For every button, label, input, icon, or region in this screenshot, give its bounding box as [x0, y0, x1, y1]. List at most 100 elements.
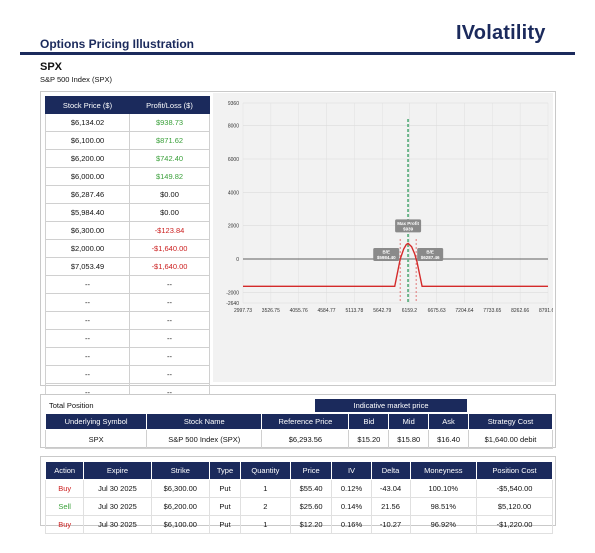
position-cell: S&P 500 Index (SPX): [146, 429, 263, 449]
chart-annotation-box: [395, 219, 422, 233]
chart-annotation-box: [373, 248, 400, 261]
table-row: Buy Jul 30 2025 $6,100.00 Put 1 $12.20 0.16% -1…: [44, 515, 553, 534]
x-tick-label: 4584.77: [318, 308, 336, 314]
table-row: $6,000.00 $149.82: [45, 167, 210, 186]
position-table: Underlying Symbol Stock Name Reference Pri…: [44, 413, 554, 449]
pl-price-cell: $5,984.40: [45, 203, 130, 222]
legs-header-cell: Action: [44, 461, 85, 480]
pl-value-cell: --: [129, 311, 210, 330]
table-row: $6,134.02 $938.73: [45, 113, 210, 132]
pl-price-cell: $7,053.49: [45, 257, 130, 276]
table-row: SPX S&P 500 Index (SPX) $6,293.56 $15.20 $15…: [44, 429, 554, 449]
table-row: Buy Jul 30 2025 $6,300.00 Put 1 $55.40 0.12% -4…: [44, 479, 553, 498]
brand-logo: IVolatility: [456, 22, 546, 44]
header-divider: [20, 52, 575, 55]
leg-cell: 0.16%: [331, 515, 372, 534]
leg-cell: $25.60: [289, 497, 333, 516]
legs-header-cell: Position Cost: [476, 461, 553, 480]
leg-cell: $6,200.00: [150, 497, 211, 516]
table-row: $6,287.46 $0.00: [45, 185, 210, 204]
y-tick-label: 0: [236, 257, 239, 263]
table-row: ----: [45, 311, 210, 330]
position-header-cell: Bid: [348, 413, 390, 430]
pl-price-cell: --: [45, 347, 130, 366]
legs-header-cell: Quantity: [240, 461, 291, 480]
pl-value-cell: $0.00: [129, 185, 210, 204]
position-header-cell: Stock Name: [146, 413, 263, 430]
legs-header-cell: Price: [289, 461, 333, 480]
position-cell: $15.80: [388, 429, 430, 449]
leg-cell: Put: [209, 497, 242, 516]
pl-price-cell: --: [45, 293, 130, 312]
leg-cell: $55.40: [289, 479, 333, 498]
legs-header-cell: Strike: [150, 461, 211, 480]
pl-value-cell: --: [129, 275, 210, 294]
x-tick-label: 5642.79: [373, 308, 391, 314]
pl-value-cell: $149.82: [129, 167, 210, 186]
pl-value-cell: -$123.84: [129, 221, 210, 240]
leg-cell: -$1,220.00: [476, 515, 553, 534]
chart-annotation-label: B/E: [382, 250, 390, 255]
table-row: ----: [45, 365, 210, 384]
x-tick-label: 7204.64: [455, 308, 473, 314]
pl-price-cell: $6,287.46: [45, 185, 130, 204]
position-header-cell: Underlying Symbol: [44, 413, 148, 430]
y-tick-label: -2000: [226, 290, 239, 296]
payoff-panel: Stock Price ($) Profit/Loss ($) $6,134.0…: [40, 91, 557, 420]
leg-cell: 1: [240, 479, 291, 498]
position-header-cell: Ask: [428, 413, 469, 430]
leg-cell: 2: [240, 497, 291, 516]
x-tick-label: 4055.76: [290, 308, 308, 314]
leg-cell: 98.51%: [409, 497, 478, 516]
chart-annotation-label: B/E: [426, 250, 434, 255]
pl-value-cell: $0.00: [129, 203, 210, 222]
chart-annotation-box: [417, 248, 444, 261]
indicative-header: Indicative market price: [315, 399, 467, 412]
y-tick-label: 8000: [228, 124, 239, 130]
leg-cell: $5,120.00: [476, 497, 553, 516]
ticker-name: S&P 500 Index (SPX): [40, 75, 112, 84]
table-row: ----: [45, 329, 210, 348]
leg-cell: Jul 30 2025: [83, 515, 152, 534]
chart-annotation-label: Max Profit: [397, 221, 419, 226]
table-row: $2,000.00 -$1,640.00: [45, 239, 210, 258]
pl-price-cell: $6,200.00: [45, 149, 130, 168]
pl-value-cell: -$1,640.00: [129, 257, 210, 276]
position-header-cell: Reference Price: [261, 413, 350, 430]
leg-cell: 0.14%: [331, 497, 372, 516]
x-tick-label: 5113.78: [346, 308, 364, 314]
x-tick-label: 7733.65: [483, 308, 501, 314]
leg-cell: -$5,540.00: [476, 479, 553, 498]
position-cell: $1,640.00 debit: [467, 429, 554, 449]
chart-annotation-value: $6287.46: [421, 255, 440, 260]
leg-cell: -43.04: [370, 479, 411, 498]
table-row: Sell Jul 30 2025 $6,200.00 Put 2 $25.60 0.14% 2…: [44, 497, 553, 516]
table-row: ----: [45, 293, 210, 312]
position-panel: Total Position Indicative market price U…: [40, 394, 556, 449]
legs-header-cell: Expire: [83, 461, 152, 480]
leg-action-cell: Buy: [44, 479, 85, 498]
table-row: ----: [45, 275, 210, 294]
position-cell: SPX: [44, 429, 148, 449]
pl-price-cell: --: [45, 365, 130, 384]
y-tick-label: 9360: [228, 101, 239, 107]
pl-price-cell: $6,100.00: [45, 131, 130, 150]
leg-cell: 1: [240, 515, 291, 534]
legs-header-cell: Delta: [370, 461, 411, 480]
table-row: ----: [45, 347, 210, 366]
x-tick-label: 8791.67: [539, 308, 553, 314]
leg-action-cell: Buy: [44, 515, 85, 534]
pl-value-cell: $871.62: [129, 131, 210, 150]
pl-value-cell: --: [129, 293, 210, 312]
legs-header-cell: Type: [209, 461, 242, 480]
report-title: Options Pricing Illustration: [40, 37, 195, 51]
x-tick-label: 3526.75: [262, 308, 280, 314]
chart-annotation-value: $5984.40: [377, 255, 396, 260]
pl-value-cell: --: [129, 347, 210, 366]
table-row: $6,300.00 -$123.84: [45, 221, 210, 240]
pl-header-pl: Profit/Loss ($): [129, 96, 210, 114]
leg-cell: 100.10%: [409, 479, 478, 498]
pl-price-cell: --: [45, 275, 130, 294]
pl-value-cell: --: [129, 365, 210, 384]
x-tick-label: 8262.66: [511, 308, 529, 314]
